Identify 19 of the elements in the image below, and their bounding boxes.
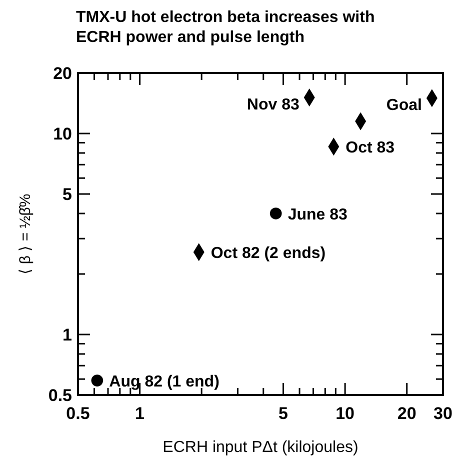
y-tick-label: 1 (62, 325, 72, 344)
x-tick-label: 10 (336, 404, 355, 423)
x-tick-label: 5 (278, 404, 288, 423)
x-tick-label: 30 (434, 404, 452, 423)
chart-title: TMX-U hot electron beta increases with ECRH power and pulse length (76, 9, 375, 46)
x-tick-label: 20 (397, 404, 416, 423)
x-tick-label: 1 (135, 404, 145, 423)
annotation: Oct 82 (2 ends) (210, 245, 326, 262)
y-tick-label: 10 (53, 124, 72, 144)
y-tick-label: 0.5 (48, 386, 72, 405)
annotation: Nov 83 (246, 96, 300, 114)
annotation: Aug 82 (1 end) (109, 374, 220, 391)
y-axis-title: ⟨ β ⟩ = ½β̂% (17, 194, 34, 274)
annotation: Oct 83 (346, 140, 395, 157)
y-tick-label: 5 (62, 185, 72, 204)
annotation: June 83 (288, 206, 348, 224)
annotation: Goal (386, 97, 422, 114)
x-axis-title: ECRH input PΔt (kilojoules) (162, 439, 358, 456)
y-tick-label: 20 (53, 64, 72, 83)
